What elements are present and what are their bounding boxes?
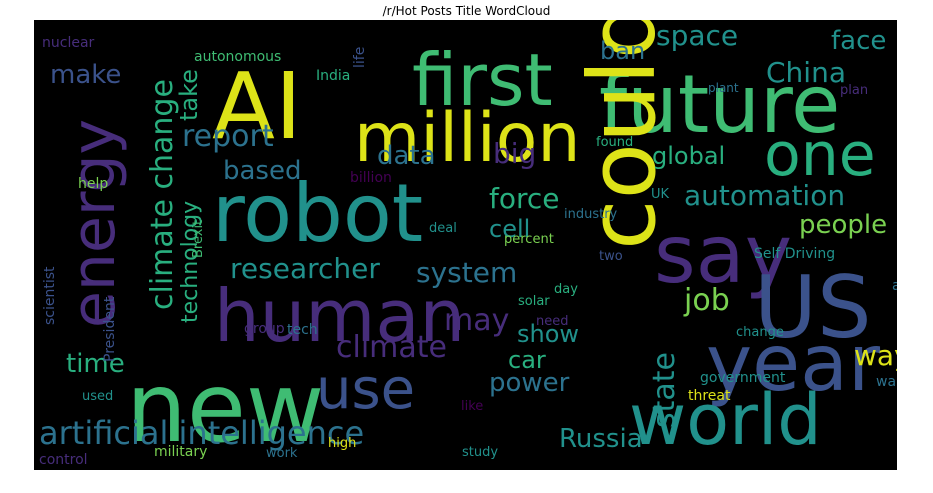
word-may: may bbox=[444, 303, 509, 338]
word-autonomous: autonomous bbox=[194, 49, 281, 65]
word-report: report bbox=[182, 119, 274, 154]
word-nuclear: nuclear bbox=[42, 35, 95, 51]
word-world: world bbox=[629, 379, 822, 461]
word-state: state bbox=[647, 352, 682, 428]
word-cloud: AI first million future one robot say could US ye… bbox=[34, 20, 897, 470]
chart-title: /r/Hot Posts Title WordCloud bbox=[382, 4, 551, 18]
word-life: life bbox=[352, 47, 368, 68]
word-plant: plant bbox=[708, 81, 739, 95]
word-technology: technology bbox=[178, 201, 203, 323]
word-first: first bbox=[412, 38, 553, 122]
word-automation: automation bbox=[684, 179, 845, 212]
word-make: make bbox=[50, 60, 121, 90]
word-based: based bbox=[223, 156, 301, 186]
word-industry: industry bbox=[564, 207, 618, 222]
word-take: take bbox=[175, 69, 203, 121]
word-ai: AI bbox=[212, 53, 302, 160]
word-two: two bbox=[599, 249, 623, 264]
word-ban: ban bbox=[600, 37, 645, 65]
word-like: like bbox=[461, 399, 483, 414]
word-uk: UK bbox=[651, 187, 670, 202]
word-global: global bbox=[652, 142, 725, 170]
word-want: want bbox=[876, 374, 897, 390]
word-cell: cell bbox=[489, 215, 530, 243]
word-threat: threat bbox=[688, 388, 731, 404]
word-future: future bbox=[599, 58, 840, 151]
word-cloud-background bbox=[34, 20, 897, 470]
word-space: space bbox=[656, 20, 738, 52]
word-job: job bbox=[683, 283, 730, 318]
word-data: data bbox=[377, 141, 436, 171]
word-change: change bbox=[736, 325, 784, 340]
word-high: high bbox=[328, 436, 356, 451]
word-day: day bbox=[554, 282, 578, 297]
word-system: system bbox=[416, 256, 517, 289]
word-us: US bbox=[754, 258, 872, 358]
word-president: President bbox=[102, 296, 118, 362]
word-people: people bbox=[799, 210, 887, 240]
word-plan: plan bbox=[840, 83, 868, 98]
word-climate: climate bbox=[336, 330, 447, 365]
word-force: force bbox=[489, 182, 560, 215]
word-self-driving: Self Driving bbox=[754, 246, 835, 262]
word-china: China bbox=[766, 56, 846, 89]
word-year: year bbox=[706, 319, 881, 409]
word-human: human bbox=[214, 274, 465, 358]
word-billion: billion bbox=[350, 170, 392, 186]
word-work: work bbox=[266, 446, 298, 461]
word-need: need bbox=[536, 314, 569, 329]
word-air: air bbox=[892, 278, 897, 294]
word-study: study bbox=[462, 445, 498, 460]
word-researcher: researcher bbox=[230, 252, 380, 285]
word-scientist: scientist bbox=[42, 266, 58, 325]
word-found: found bbox=[596, 135, 633, 150]
word-artificial-intelligence: artificial intelligence bbox=[39, 414, 364, 452]
word-used: used bbox=[82, 389, 113, 404]
word-one: one bbox=[764, 120, 876, 190]
word-way: way bbox=[854, 339, 897, 372]
word-time: time bbox=[66, 349, 125, 379]
word-climate-change: climate change bbox=[145, 79, 180, 310]
word-say: say bbox=[654, 208, 792, 301]
word-face: face bbox=[831, 26, 886, 56]
word-car: car bbox=[508, 346, 546, 374]
word-tech: tech bbox=[287, 322, 318, 338]
word-robot: robot bbox=[212, 167, 423, 260]
word-group: group bbox=[244, 321, 285, 337]
word-percent: percent bbox=[504, 232, 554, 247]
word-use: use bbox=[316, 357, 415, 422]
word-deal: deal bbox=[429, 221, 457, 236]
word-show: show bbox=[517, 320, 579, 348]
word-help: help bbox=[78, 176, 108, 192]
word-russia: Russia bbox=[559, 424, 643, 454]
word-could: could bbox=[569, 20, 676, 250]
word-new: new bbox=[126, 352, 324, 464]
word-million: million bbox=[354, 99, 581, 178]
word-military: military bbox=[154, 444, 207, 460]
word-control: control bbox=[39, 452, 88, 468]
word-power: power bbox=[489, 368, 570, 398]
word-brexit: Brexit bbox=[191, 220, 206, 258]
word-government: government bbox=[700, 370, 786, 386]
word-big: big bbox=[493, 137, 536, 170]
word-solar: solar bbox=[518, 294, 550, 309]
word-india: India bbox=[316, 68, 350, 84]
word-energy: energy bbox=[59, 119, 129, 328]
